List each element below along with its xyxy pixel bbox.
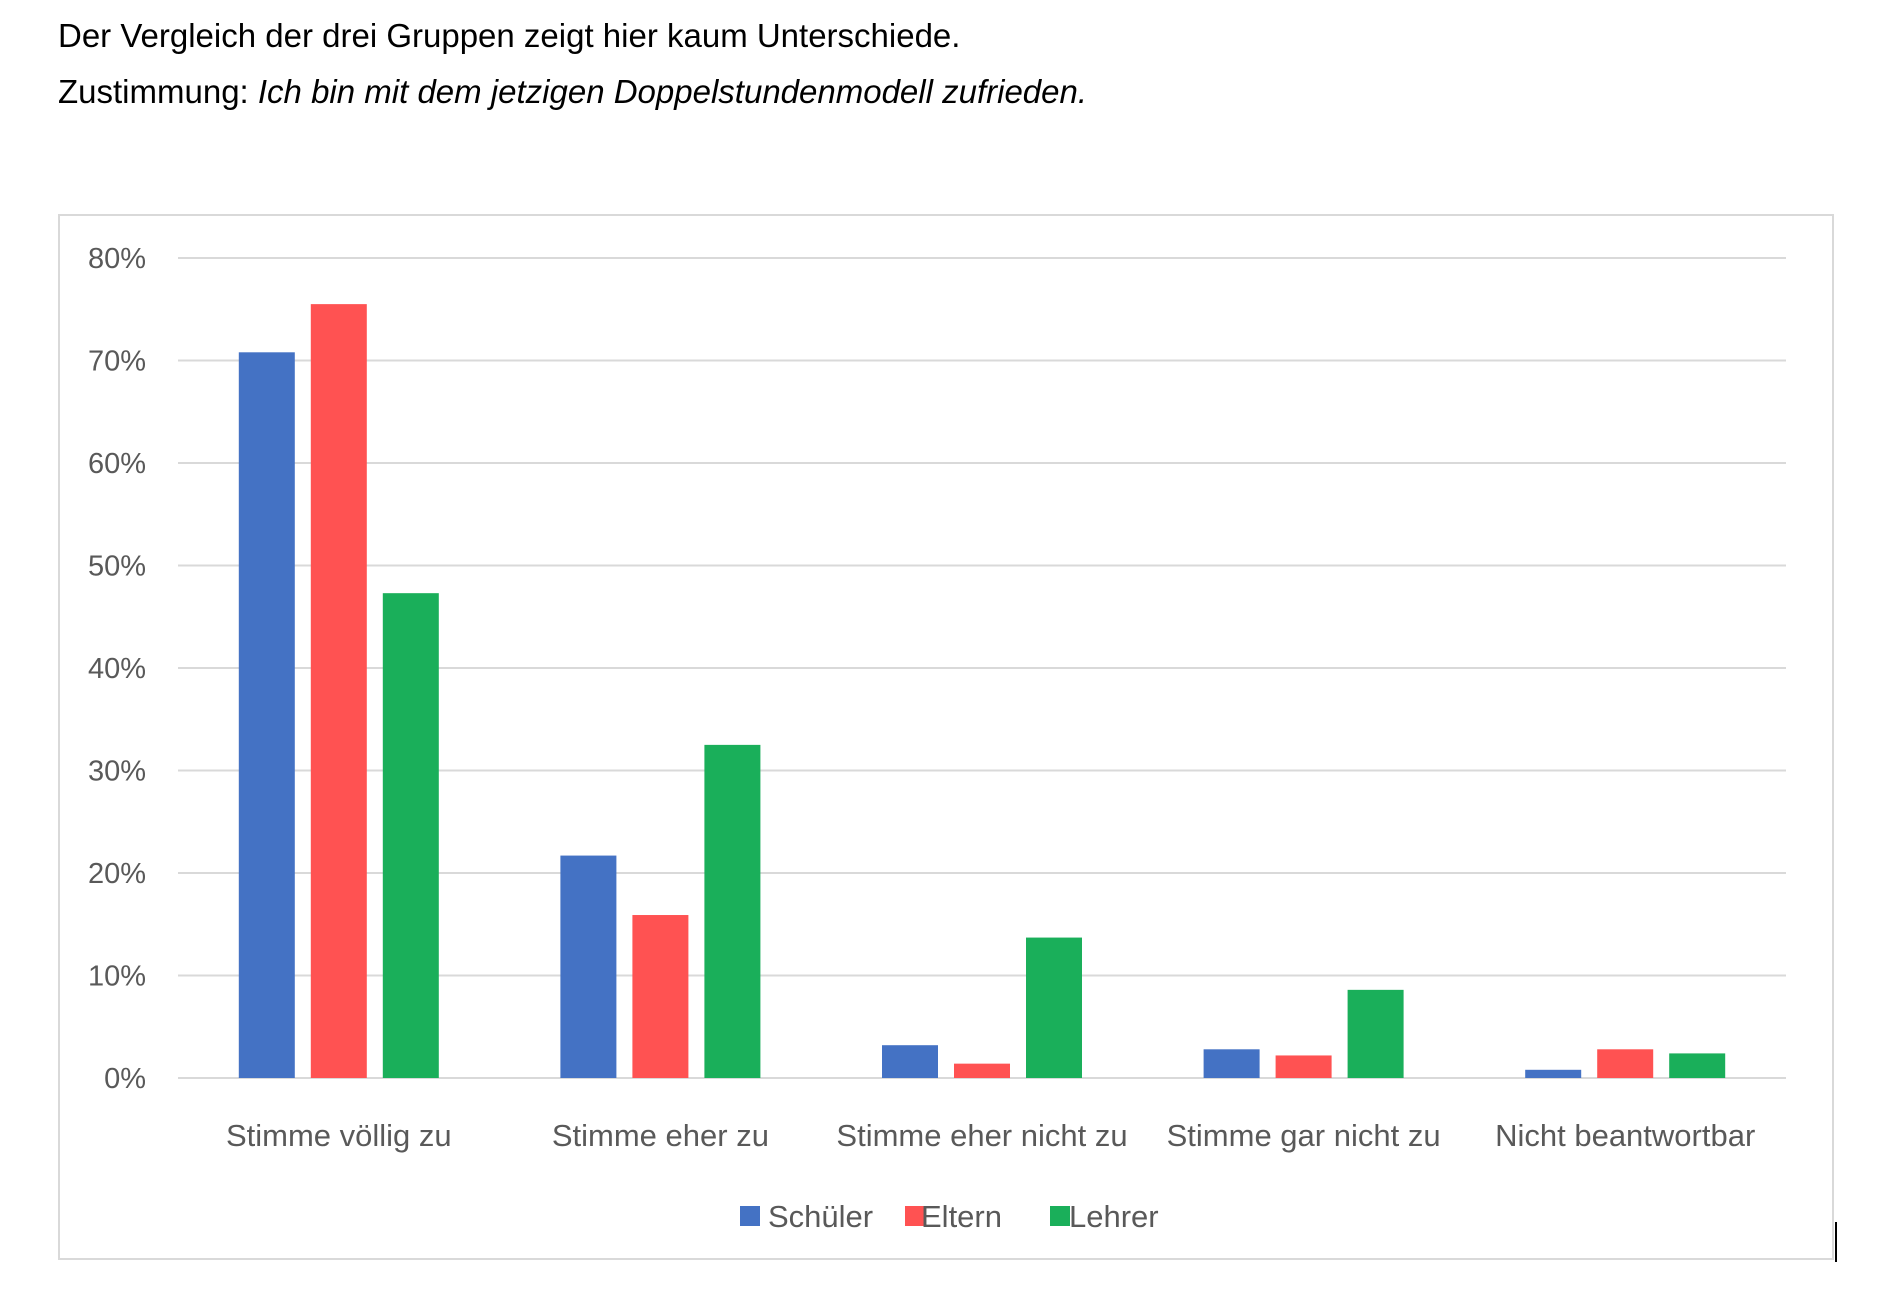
heading-quote: Ich bin mit dem jetzigen Doppelstundenmo… [257,73,1088,110]
bar [1597,1049,1654,1078]
text-cursor [1835,1222,1837,1262]
y-axis-ticks: 0% 10% 20% 30% 40% 50% 60% 70% 80% [88,243,146,1095]
gridlines [178,257,1786,1079]
heading-line-1: Der Vergleich der drei Gruppen zeigt hie… [58,17,961,54]
x-category-label: Stimme eher nicht zu [836,1118,1127,1153]
y-tick-label: 70% [88,346,146,378]
bar [882,1045,938,1078]
bar [238,352,295,1078]
y-tick-label: 30% [88,756,146,788]
y-tick-label: 40% [88,653,146,685]
bar [1026,937,1082,1078]
chart-area: 0% 10% 20% 30% 40% 50% 60% 70% 80% Stimme völlig… [58,214,1834,1260]
y-tick-label: 20% [88,858,146,890]
bar [1669,1053,1726,1078]
bar [704,744,761,1078]
heading-line-2: Zustimmung: Ich bin mit dem jetzigen Dop… [58,64,1087,120]
x-category-label: Stimme völlig zu [226,1118,452,1153]
bar [1347,989,1404,1078]
x-category-label: Stimme gar nicht zu [1167,1118,1441,1153]
x-axis-labels: Stimme völlig zu Stimme eher zu Stimme ehe… [226,1118,1755,1153]
bar [382,593,439,1078]
bar [954,1063,1010,1078]
legend: Schüler Eltern Lehrer [740,1199,1159,1234]
legend-label: Schüler [768,1199,873,1234]
bar [632,915,689,1078]
bar [1203,1049,1260,1078]
legend-label: Lehrer [1069,1199,1159,1234]
y-tick-label: 50% [88,551,146,583]
bar [1525,1069,1582,1078]
x-category-label: Nicht beantwortbar [1495,1118,1755,1153]
heading-prefix: Zustimmung: [58,73,258,110]
legend-label: Eltern [921,1199,1002,1234]
y-tick-label: 0% [104,1063,146,1095]
y-tick-label: 80% [88,243,146,275]
bars [238,304,1726,1078]
legend-swatch [905,1206,925,1226]
legend-swatch [740,1206,760,1226]
bar [560,855,617,1078]
y-tick-label: 10% [88,961,146,993]
x-category-label: Stimme eher zu [552,1118,769,1153]
bar [1275,1055,1332,1078]
y-tick-label: 60% [88,448,146,480]
legend-swatch [1050,1206,1070,1226]
bar-chart: 0% 10% 20% 30% 40% 50% 60% 70% 80% Stimme völlig… [88,243,1786,1234]
chart-heading: Der Vergleich der drei Gruppen zeigt hie… [58,8,1087,120]
bar [310,304,367,1078]
